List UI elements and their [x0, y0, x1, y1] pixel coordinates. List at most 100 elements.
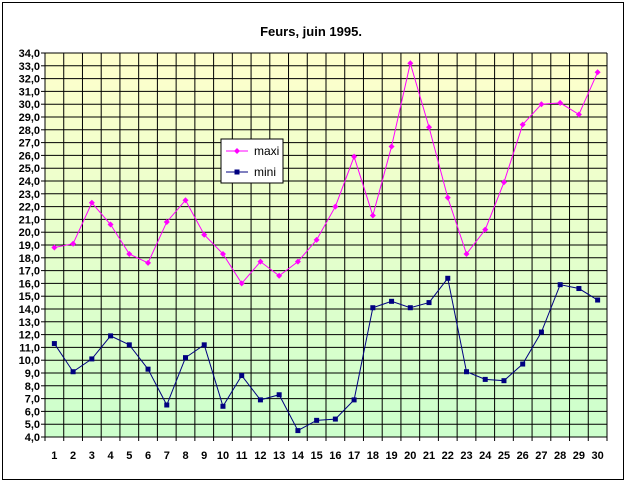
x-tick-label: 10: [217, 450, 229, 462]
data-point-maxi: [594, 69, 601, 76]
x-tick-label: 2: [70, 450, 76, 462]
data-point-mini: [145, 366, 151, 372]
y-tick-label: 24,0: [19, 176, 40, 188]
data-point-maxi: [145, 259, 152, 266]
y-tick-label: 29,0: [19, 112, 40, 124]
x-tick-label: 6: [145, 450, 151, 462]
y-tick-label: 30,0: [19, 99, 40, 111]
x-tick-label: 7: [164, 450, 170, 462]
data-point-maxi: [388, 143, 395, 150]
data-point-mini: [201, 342, 207, 348]
x-tick-label: 11: [236, 450, 248, 462]
y-tick-label: 16,0: [19, 278, 40, 290]
data-point-maxi: [332, 203, 339, 210]
y-tick-label: 12,0: [19, 330, 40, 342]
series-line-maxi: [54, 61, 599, 285]
line-chart: Feurs, juin 1995. 4,05,06,07,08,09,010,0…: [19, 24, 608, 462]
data-point-maxi: [463, 250, 470, 257]
data-point-maxi: [51, 244, 58, 251]
data-point-mini: [239, 373, 245, 379]
data-point-maxi: [351, 153, 358, 160]
y-tick-label: 13,0: [19, 317, 40, 329]
x-tick-label: 3: [89, 450, 95, 462]
x-tick-label: 22: [442, 450, 454, 462]
data-point-maxi: [276, 272, 283, 279]
data-point-mini: [407, 305, 413, 311]
x-tick-label: 25: [498, 450, 510, 462]
x-tick-label: 13: [273, 450, 285, 462]
data-point-mini: [276, 392, 282, 398]
y-tick-label: 11,0: [19, 342, 40, 354]
y-tick-label: 5,0: [25, 419, 40, 431]
data-point-mini: [126, 342, 132, 348]
legend-label-maxi: maxi: [254, 144, 279, 158]
y-tick-label: 14,0: [19, 304, 40, 316]
data-point-maxi: [70, 240, 77, 247]
data-point-maxi: [257, 258, 264, 265]
data-point-mini: [332, 416, 338, 422]
data-point-mini: [445, 275, 451, 281]
data-point-maxi: [444, 194, 451, 201]
data-point-maxi: [88, 199, 95, 206]
y-tick-label: 18,0: [19, 253, 40, 265]
legend: maxi mini: [220, 138, 284, 184]
data-point-mini: [426, 300, 432, 306]
x-tick-label: 14: [292, 450, 305, 462]
data-point-maxi: [163, 218, 170, 225]
y-tick-label: 22,0: [19, 202, 40, 214]
data-point-mini: [576, 286, 582, 292]
y-tick-label: 32,0: [19, 74, 40, 86]
x-tick-label: 8: [182, 450, 188, 462]
y-tick-label: 23,0: [19, 189, 40, 201]
x-tick-label: 5: [126, 450, 132, 462]
y-tick-label: 34,0: [19, 48, 40, 60]
data-point-mini: [482, 376, 488, 382]
legend-marker: [234, 169, 240, 175]
data-point-mini: [51, 341, 57, 347]
data-point-mini: [70, 369, 76, 375]
legend-marker: [234, 148, 240, 154]
y-tick-label: 33,0: [19, 61, 40, 73]
data-point-mini: [257, 397, 263, 403]
series-layer: [51, 60, 601, 434]
data-point-mini: [295, 428, 301, 434]
data-point-maxi: [557, 99, 564, 106]
data-point-mini: [164, 402, 170, 408]
x-tick-label: 12: [254, 450, 266, 462]
x-tick-label: 4: [108, 450, 115, 462]
data-point-maxi: [519, 121, 526, 128]
data-point-maxi: [538, 101, 545, 108]
y-tick-label: 4,0: [25, 432, 40, 444]
y-tick-label: 19,0: [19, 240, 40, 252]
x-tick-label: 26: [517, 450, 529, 462]
data-point-mini: [501, 378, 507, 384]
x-tick-label: 1: [51, 450, 57, 462]
x-tick-label: 18: [367, 450, 379, 462]
y-tick-label: 15,0: [19, 291, 40, 303]
data-point-maxi: [313, 236, 320, 243]
y-tick-label: 21,0: [19, 214, 40, 226]
y-tick-label: 26,0: [19, 150, 40, 162]
chart-title: Feurs, juin 1995.: [260, 24, 362, 39]
data-point-maxi: [126, 250, 133, 257]
series-line-mini: [53, 277, 598, 432]
data-point-mini: [595, 297, 601, 303]
data-point-maxi: [182, 197, 189, 204]
y-axis-ticks: 4,05,06,07,08,09,010,011,012,013,014,015…: [19, 48, 45, 444]
grid: [44, 52, 608, 438]
data-point-mini: [464, 369, 469, 375]
x-tick-label: 29: [573, 450, 585, 462]
x-tick-label: 17: [348, 450, 360, 462]
data-point-maxi: [369, 212, 376, 219]
data-point-mini: [108, 333, 114, 339]
legend-label-mini: mini: [254, 165, 276, 179]
data-point-maxi: [238, 280, 245, 287]
y-tick-label: 20,0: [19, 227, 40, 239]
data-point-maxi: [294, 258, 301, 265]
y-tick-label: 7,0: [25, 394, 40, 406]
x-tick-label: 21: [423, 450, 435, 462]
y-tick-label: 6,0: [25, 406, 40, 418]
data-point-maxi: [407, 60, 414, 67]
y-tick-label: 25,0: [19, 163, 40, 175]
